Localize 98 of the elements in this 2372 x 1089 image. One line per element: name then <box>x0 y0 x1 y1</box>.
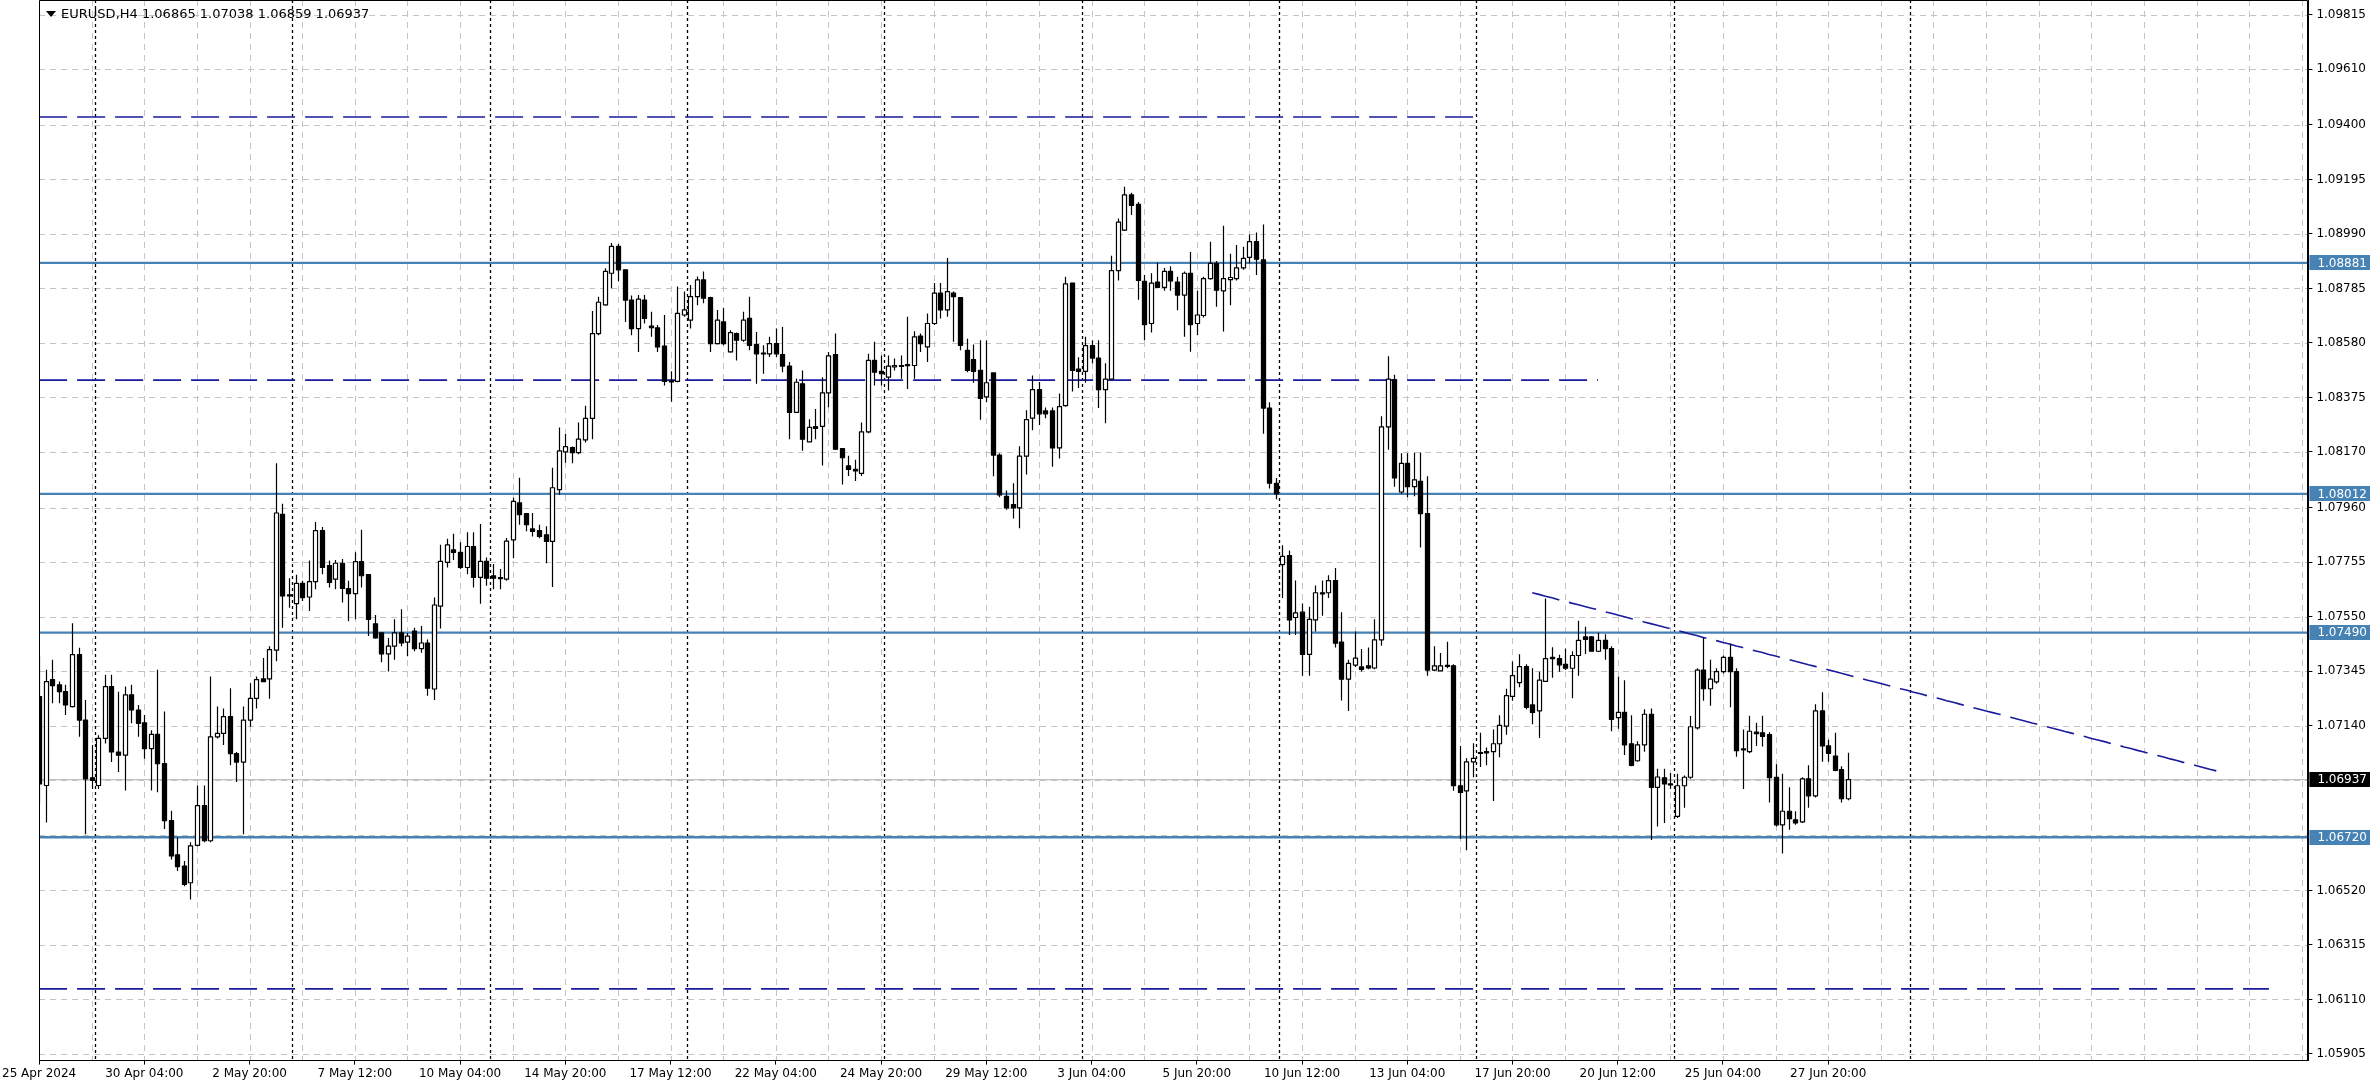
x-tick-label: 3 Jun 04:00 <box>1057 1065 1126 1080</box>
candlestick <box>1352 630 1359 668</box>
x-tick-label: 22 May 04:00 <box>734 1065 817 1080</box>
candlestick <box>536 524 543 539</box>
candlestick <box>115 691 122 773</box>
candlestick <box>1246 233 1253 265</box>
candlestick <box>845 455 852 477</box>
y-tick-label: 1.09195 <box>2316 171 2366 186</box>
y-tick-label: 1.08580 <box>2316 335 2366 350</box>
x-tick-label: 5 Jun 20:00 <box>1162 1065 1232 1080</box>
candlestick <box>753 331 760 385</box>
x-tick-label: 17 May 12:00 <box>629 1065 712 1080</box>
x-tick-label: 13 Jun 04:00 <box>1369 1065 1446 1080</box>
x-tick-label: 10 Jun 12:00 <box>1263 1065 1341 1080</box>
x-tick-label: 24 May 20:00 <box>839 1065 923 1080</box>
candlestick <box>1358 648 1365 673</box>
y-tick-label: 1.07550 <box>2316 608 2366 623</box>
candlestick <box>1812 703 1819 799</box>
x-tick-label: 2 May 20:00 <box>212 1065 287 1080</box>
candlestick <box>1240 246 1247 271</box>
line-series <box>1531 591 2218 772</box>
candlestick <box>786 361 793 440</box>
candlestick <box>1720 654 1727 675</box>
candlestick <box>365 573 372 637</box>
candlestick <box>957 297 964 351</box>
y-tick-label: 1.09610 <box>2316 61 2366 76</box>
candlestick <box>1786 786 1793 831</box>
candlestick <box>1345 659 1352 712</box>
x-tick-label: 17 Jun 20:00 <box>1474 1065 1551 1080</box>
y-tick-label: 1.06315 <box>2316 937 2366 952</box>
y-tick-label: 1.09400 <box>2316 117 2366 132</box>
y-tick-label: 1.05905 <box>2316 1046 2366 1061</box>
y-tick-label: 1.08375 <box>2316 389 2366 404</box>
candlestick <box>1174 276 1181 311</box>
x-tick-label: 10 May 04:00 <box>418 1065 502 1080</box>
candlestick <box>582 405 589 444</box>
candlestick <box>1135 201 1142 301</box>
candlestick <box>924 312 931 363</box>
candlestick <box>1062 276 1069 408</box>
candlestick <box>1220 225 1227 333</box>
candlestick <box>1792 810 1799 826</box>
candlestick <box>839 448 846 486</box>
candlestick <box>69 622 76 709</box>
ref-line-label: 1.06937 <box>2317 772 2367 787</box>
y-tick-label: 1.07960 <box>2316 499 2366 514</box>
x-tick-label: 14 May 20:00 <box>524 1065 607 1080</box>
candlestick <box>1595 632 1602 653</box>
x-tick-label: 30 Apr 04:00 <box>105 1065 184 1080</box>
candlestick <box>1029 375 1036 431</box>
candlestick <box>779 326 786 373</box>
candlestick <box>615 243 622 283</box>
y-tick-label: 1.07755 <box>2316 554 2366 569</box>
candlestick <box>1516 653 1523 688</box>
x-tick-label: 20 Jun 12:00 <box>1579 1065 1656 1080</box>
candlestick <box>1766 731 1773 804</box>
candlestick <box>1641 708 1648 753</box>
x-tick-label: 7 May 12:00 <box>317 1065 393 1080</box>
candlestick <box>161 710 168 830</box>
candlestick <box>1128 192 1135 216</box>
candlestick <box>523 512 530 532</box>
x-tick-label: 25 Apr 2024 <box>2 1065 77 1080</box>
candlestick <box>1141 274 1148 341</box>
x-tick-label: 29 May 12:00 <box>945 1065 1028 1080</box>
candlestick <box>411 627 418 652</box>
ref-line-label: 1.08012 <box>2317 486 2367 501</box>
chart-title: EURUSD,H4 1.06865 1.07038 1.06859 1.06937 <box>61 6 370 22</box>
candlestick <box>1056 392 1063 460</box>
candlestick <box>194 784 201 848</box>
candlestick <box>707 296 714 353</box>
y-tick-label: 1.07345 <box>2316 663 2366 678</box>
candlestick <box>661 314 668 387</box>
ref-line-label: 1.08881 <box>2317 255 2367 270</box>
candlestick <box>240 705 247 835</box>
candlestick <box>1299 602 1306 677</box>
y-tick-label: 1.06110 <box>2316 991 2366 1006</box>
x-tick-label: 25 Jun 04:00 <box>1684 1065 1762 1080</box>
candlestick <box>832 333 839 451</box>
y-tick-label: 1.08785 <box>2316 280 2366 295</box>
ref-line-label: 1.07490 <box>2317 625 2367 640</box>
ref-line-label: 1.06720 <box>2317 829 2367 844</box>
candlestick <box>1253 231 1260 276</box>
y-tick-label: 1.08170 <box>2316 444 2366 459</box>
y-tick-label: 1.07140 <box>2316 717 2366 732</box>
x-tick-label: 27 Jun 20:00 <box>1790 1065 1867 1080</box>
candlestick <box>1003 489 1010 511</box>
candlestick <box>1378 415 1385 647</box>
candlestick <box>1049 406 1056 468</box>
candlestick <box>773 327 780 358</box>
candlestick <box>1845 752 1852 801</box>
candlestick <box>1549 646 1556 679</box>
candlestick <box>1424 475 1431 677</box>
candlestick <box>319 526 326 575</box>
y-tick-label: 1.09815 <box>2316 6 2366 21</box>
y-tick-label: 1.08990 <box>2316 226 2366 241</box>
candlestick <box>457 541 464 570</box>
candlestick <box>529 512 536 538</box>
candlestick <box>1023 409 1030 476</box>
y-tick-label: 1.06520 <box>2316 882 2366 897</box>
